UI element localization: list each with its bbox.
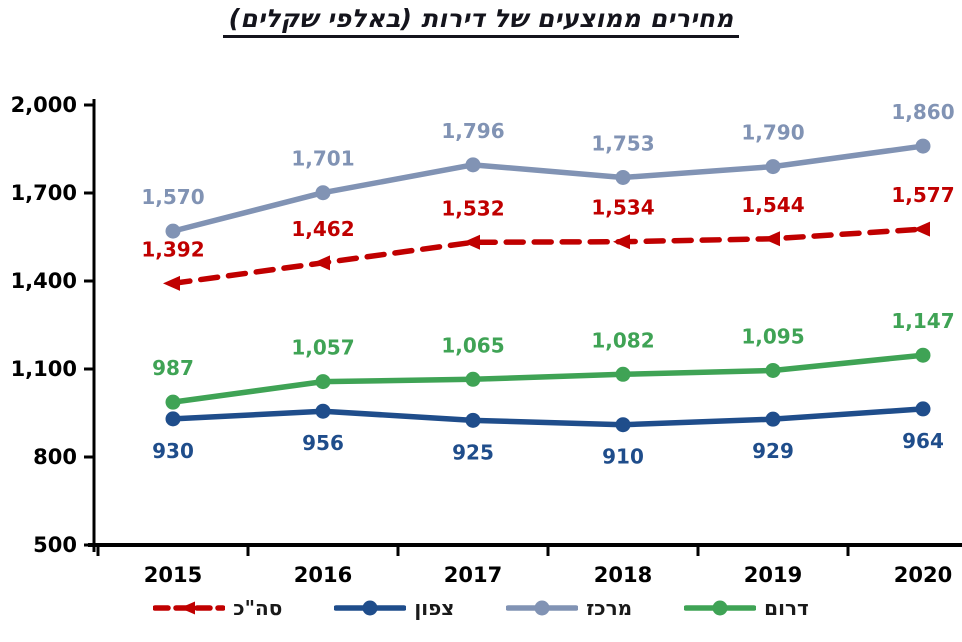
legend-label-north: צפון (414, 596, 455, 620)
data-label-north: 956 (302, 431, 344, 455)
x-axis-tick-label: 2020 (894, 563, 952, 587)
series-line-total (170, 226, 926, 287)
y-axis-tick-label: 1,400 (11, 269, 77, 293)
data-label-north: 930 (152, 439, 194, 463)
legend-line-sample-north (334, 600, 407, 616)
series-marker-south (315, 374, 331, 390)
chart-title-text: מחירים ממוצעים של דירות (באלפי שקלים) (222, 4, 740, 38)
series-marker-south (615, 366, 631, 382)
series-marker-north (765, 411, 781, 427)
x-axis-tick-label: 2018 (594, 563, 652, 587)
legend-item-total: סה"כ (153, 598, 282, 618)
data-label-total: 1,577 (891, 183, 954, 207)
data-label-north: 929 (752, 439, 794, 463)
series-marker-total (313, 255, 330, 271)
series-marker-south (465, 371, 481, 387)
legend-marker-north (362, 600, 378, 616)
series-marker-total (613, 234, 630, 250)
x-axis-tick-label: 2016 (294, 563, 352, 587)
chart-title: מחירים ממוצעים של דירות (באלפי שקלים) (0, 4, 962, 38)
y-axis-tick-label: 2,000 (11, 93, 77, 117)
y-axis-tick-label: 1,700 (11, 181, 77, 205)
series-line-south (170, 352, 926, 405)
data-label-total: 1,462 (291, 217, 354, 241)
series-marker-center (915, 138, 931, 154)
data-label-center: 1,570 (141, 185, 204, 209)
series-marker-center (765, 159, 781, 175)
series-marker-center (465, 157, 481, 173)
legend-marker-center (534, 600, 550, 616)
series-marker-center (615, 169, 631, 185)
chart-legend: סה"כ צפון מרכז דרום (0, 598, 962, 618)
series-marker-total (763, 231, 780, 247)
legend-line-sample-total (153, 601, 226, 615)
series-marker-north (615, 417, 631, 433)
data-label-center: 1,790 (741, 121, 804, 145)
series-marker-total (163, 275, 180, 291)
legend-marker-south (712, 600, 728, 616)
data-label-center: 1,860 (891, 100, 954, 124)
series-marker-total (463, 234, 480, 250)
x-axis-tick-label: 2015 (144, 563, 202, 587)
y-axis-tick-label: 800 (33, 445, 77, 469)
series-line-north (170, 406, 926, 428)
series-marker-north (165, 411, 181, 427)
series-line-center (170, 143, 926, 234)
x-axis-tick-label: 2017 (444, 563, 502, 587)
legend-item-center: מרכז (506, 598, 632, 618)
legend-label-total: סה"כ (233, 596, 283, 620)
legend-line-sample-south (684, 600, 757, 616)
legend-item-north: צפון (334, 598, 454, 618)
legend-marker-total (180, 601, 196, 615)
data-label-north: 910 (602, 445, 644, 469)
data-label-total: 1,532 (441, 196, 504, 220)
series-marker-south (765, 362, 781, 378)
series-marker-north (915, 401, 931, 417)
data-label-total: 1,392 (141, 237, 204, 261)
legend-label-center: מרכז (586, 596, 633, 620)
data-label-center: 1,796 (441, 119, 504, 143)
series-marker-north (465, 412, 481, 428)
data-label-north: 925 (452, 440, 494, 464)
data-label-south: 1,082 (591, 328, 654, 352)
x-axis-tick-label: 2019 (744, 563, 802, 587)
series-marker-south (915, 347, 931, 363)
series-marker-north (315, 403, 331, 419)
y-axis-tick-label: 1,100 (11, 357, 77, 381)
legend-line-sample-center (506, 600, 579, 616)
series-marker-center (315, 185, 331, 201)
data-label-total: 1,534 (591, 196, 654, 220)
data-label-total: 1,544 (741, 193, 804, 217)
data-label-north: 964 (902, 429, 944, 453)
data-label-south: 1,147 (891, 309, 954, 333)
series-marker-south (165, 394, 181, 410)
data-label-south: 1,057 (291, 336, 354, 360)
series-marker-center (165, 223, 181, 239)
data-label-south: 1,065 (441, 333, 504, 357)
data-label-center: 1,753 (591, 131, 654, 155)
data-label-center: 1,701 (291, 147, 354, 171)
legend-label-south: דרום (764, 596, 809, 620)
series-marker-total (913, 221, 930, 237)
data-label-south: 987 (152, 356, 194, 380)
y-axis-tick-label: 500 (33, 533, 77, 557)
data-label-south: 1,095 (741, 324, 804, 348)
legend-item-south: דרום (684, 598, 809, 618)
